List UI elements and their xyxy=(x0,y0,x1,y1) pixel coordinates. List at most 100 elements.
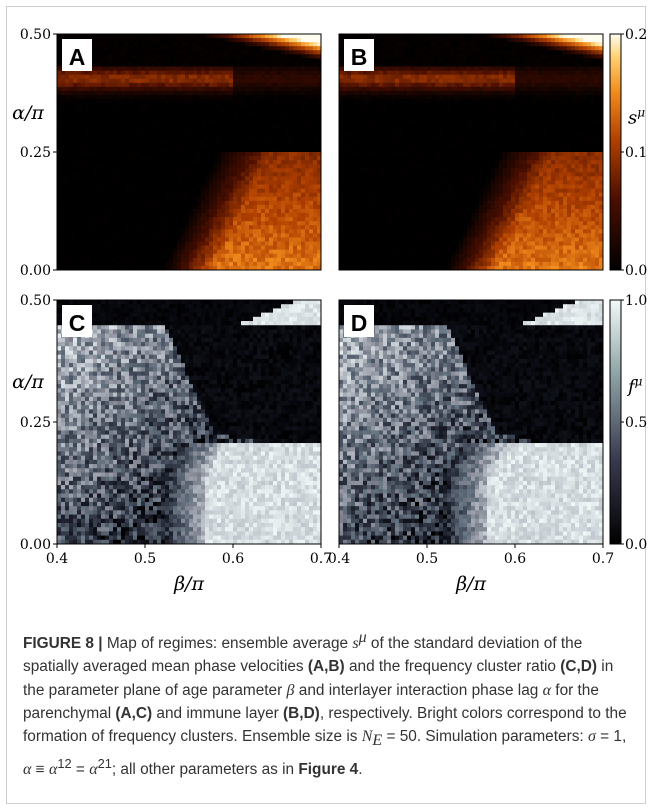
heatmap-cell xyxy=(555,74,560,80)
heatmap-cell xyxy=(551,78,556,84)
heatmap-cell xyxy=(141,62,146,67)
heatmap-cell xyxy=(285,249,290,255)
heatmap-cell xyxy=(57,131,62,137)
heatmap-cell xyxy=(459,66,464,72)
heatmap-cell xyxy=(117,156,122,161)
heatmap-cell xyxy=(197,46,202,51)
heatmap-cell xyxy=(125,70,130,76)
heatmap-cell xyxy=(289,180,294,185)
heatmap-cell xyxy=(229,265,234,271)
heatmap-cell xyxy=(217,233,222,238)
heatmap-cell xyxy=(289,208,294,214)
heatmap-cell xyxy=(165,90,170,96)
heatmap-cell xyxy=(571,95,576,100)
heatmap-cell xyxy=(249,74,254,80)
heatmap-cell xyxy=(157,86,162,92)
heatmap-cell xyxy=(85,34,90,39)
heatmap-cell xyxy=(407,90,412,96)
heatmap-cell xyxy=(153,176,158,181)
heatmap-cell xyxy=(65,135,70,141)
heatmap-cell xyxy=(407,70,412,76)
heatmap-cell xyxy=(173,196,178,202)
heatmap-cell xyxy=(253,261,258,267)
heatmap-cell xyxy=(57,82,62,88)
heatmap-cell xyxy=(487,54,492,59)
heatmap-cell xyxy=(587,62,592,67)
heatmap-cell xyxy=(181,74,186,80)
heatmap-cell xyxy=(261,66,266,72)
heatmap-cell xyxy=(411,66,416,72)
heatmap-cell xyxy=(317,82,322,88)
heatmap-cell xyxy=(273,233,278,238)
heatmap-cell xyxy=(479,42,484,47)
heatmap-cell xyxy=(523,82,528,88)
heatmap-cell xyxy=(97,34,102,39)
heatmap-cell xyxy=(185,123,190,128)
heatmap-cell xyxy=(527,62,532,67)
heatmap-cell xyxy=(257,225,262,230)
heatmap-cell xyxy=(439,58,444,63)
heatmap-cell xyxy=(85,245,90,251)
heatmap-cell xyxy=(451,74,456,80)
heatmap-cell xyxy=(129,111,134,116)
heatmap-cell xyxy=(81,233,86,238)
heatmap-cell xyxy=(97,233,102,238)
heatmap-cell xyxy=(245,196,250,202)
heatmap-cell xyxy=(113,172,118,177)
heatmap-cell xyxy=(169,152,174,157)
heatmap-cell xyxy=(313,249,318,255)
heatmap-cell xyxy=(77,107,82,112)
heatmap-cell xyxy=(121,147,126,153)
heatmap-cell xyxy=(85,265,90,271)
heatmap-cell xyxy=(355,78,360,84)
heatmap-cell xyxy=(65,156,70,161)
heatmap-cell xyxy=(177,180,182,185)
heatmap-cell xyxy=(371,90,376,96)
heatmap-cell xyxy=(257,123,262,128)
heatmap-cell xyxy=(289,42,294,47)
heatmap-cell xyxy=(121,90,126,96)
heatmap-cell xyxy=(185,261,190,267)
heatmap-cell xyxy=(193,261,198,267)
heatmap-cell xyxy=(225,237,230,242)
heatmap-cell xyxy=(293,160,298,165)
heatmap-cell xyxy=(161,180,166,185)
heatmap-cell xyxy=(471,62,476,67)
heatmap-cell xyxy=(257,229,262,234)
heatmap-cell xyxy=(519,86,524,92)
heatmap-cell xyxy=(277,208,282,214)
heatmap-cell xyxy=(117,152,122,157)
heatmap-cell xyxy=(213,229,218,234)
heatmap-cell xyxy=(153,95,158,100)
heatmap-cell xyxy=(213,213,218,218)
heatmap-cell xyxy=(105,217,110,222)
heatmap-cell xyxy=(237,156,242,161)
heatmap-cell xyxy=(563,54,568,59)
heatmap-cell xyxy=(439,86,444,92)
heatmap-cell xyxy=(85,213,90,218)
heatmap-cell xyxy=(157,46,162,51)
heatmap-cell xyxy=(113,164,118,169)
heatmap-cell xyxy=(253,123,258,128)
heatmap-cell xyxy=(277,184,282,190)
heatmap-cell xyxy=(141,257,146,263)
heatmap-cell xyxy=(237,200,242,206)
heatmap-cell xyxy=(69,86,74,92)
heatmap-cell xyxy=(149,192,154,198)
heatmap-cell xyxy=(161,119,166,124)
heatmap-cell xyxy=(253,156,258,161)
heatmap-cell xyxy=(89,241,94,246)
heatmap-cell xyxy=(85,257,90,263)
heatmap-cell xyxy=(431,90,436,96)
heatmap-cell xyxy=(249,188,254,194)
heatmap-cell xyxy=(117,70,122,76)
heatmap-cell xyxy=(85,176,90,181)
heatmap-cell xyxy=(257,208,262,214)
heatmap-cell xyxy=(133,135,138,141)
heatmap-cell xyxy=(479,70,484,76)
heatmap-cell xyxy=(285,42,290,47)
heatmap-cell xyxy=(173,237,178,242)
heatmap-cell xyxy=(301,99,306,104)
heatmap-cell xyxy=(411,38,416,43)
heatmap-cell xyxy=(197,265,202,271)
